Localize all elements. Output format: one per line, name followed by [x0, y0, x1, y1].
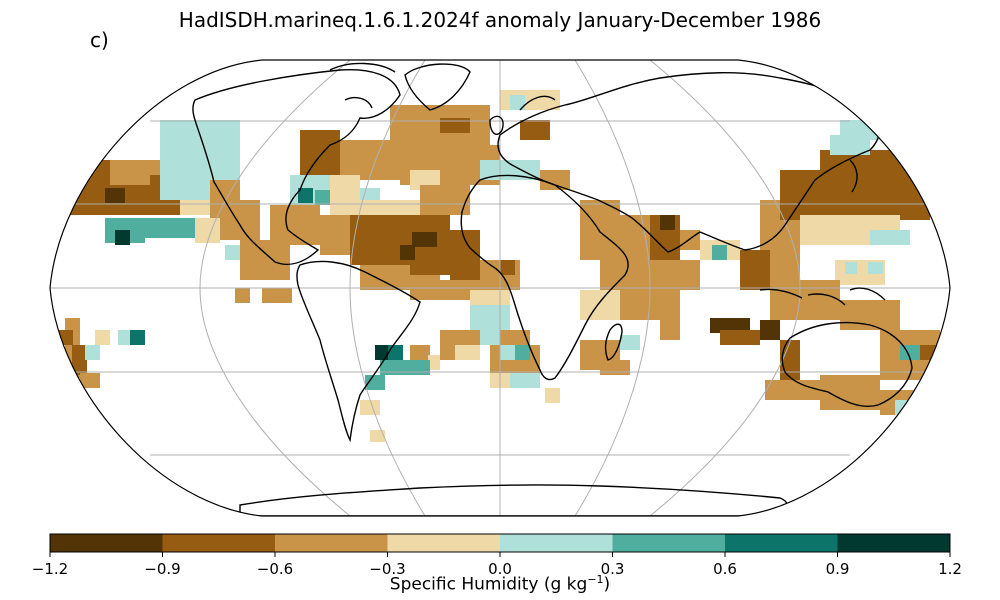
colorbar-tick-label: 0.9	[826, 560, 850, 578]
colorbar-ticks: −1.2 −0.9 −0.6 −0.3 0.0 0.3 0.6 0.9 1.2	[32, 552, 962, 578]
colorbar-swatch-3	[387, 534, 501, 552]
panel-label: c)	[90, 28, 109, 52]
colorbar-tick-label: 0.6	[713, 560, 737, 578]
colorbar-swatch-4	[500, 534, 613, 552]
colorbar-tick-label: −1.2	[32, 560, 68, 578]
colorbar-swatch-6	[725, 534, 838, 552]
colorbar-swatch-2	[275, 534, 388, 552]
colorbar-swatch-1	[162, 534, 276, 552]
colorbar-label: Specific Humidity (g kg−1)	[0, 573, 1000, 595]
coastlines	[192, 62, 938, 516]
colorbar-label-main: Specific Humidity (g kg	[389, 574, 588, 595]
colorbar-swatches	[50, 534, 951, 552]
colorbar-tick-label: −0.6	[257, 560, 293, 578]
map-outline	[49, 59, 951, 517]
colorbar-tick-label: −0.9	[144, 560, 180, 578]
colorbar-label-close: )	[603, 574, 611, 595]
colorbar-tick-label: 0.3	[601, 560, 625, 578]
colorbar-tick-label: 1.2	[938, 560, 962, 578]
colorbar-swatch-0	[50, 534, 163, 552]
colorbar-label-exponent: −1	[587, 573, 604, 586]
world-map	[49, 59, 951, 517]
colorbar-tick-label: −0.3	[369, 560, 405, 578]
colorbar-swatch-7	[837, 534, 951, 552]
map-title: HadISDH.marineq.1.6.1.2024f anomaly Janu…	[178, 8, 822, 32]
colorbar-tick-label: 0.0	[488, 560, 512, 578]
colorbar-swatch-5	[612, 534, 726, 552]
